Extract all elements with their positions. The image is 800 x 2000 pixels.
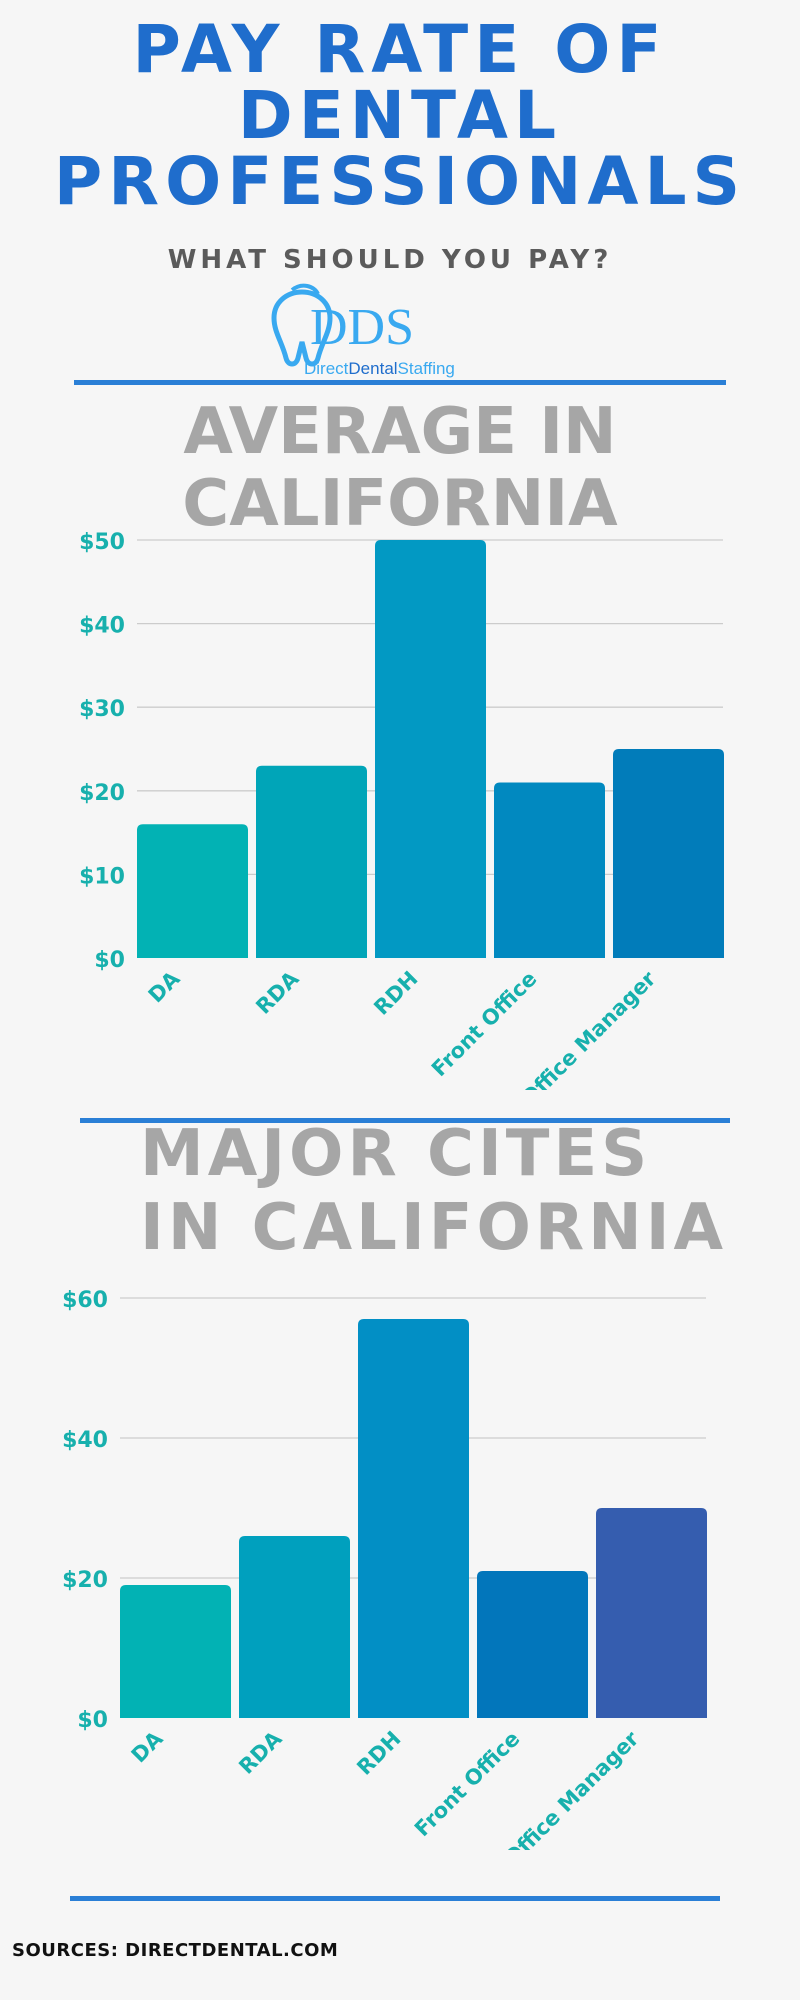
bar-office-manager bbox=[613, 749, 724, 958]
divider-top bbox=[74, 380, 726, 385]
y-tick-label: $0 bbox=[77, 1708, 108, 1733]
title-line-2: DENTAL bbox=[237, 77, 563, 154]
x-tick-label: DA bbox=[127, 1726, 168, 1767]
divider-middle bbox=[80, 1118, 730, 1123]
y-tick-label: $0 bbox=[94, 948, 125, 973]
bar-front-office bbox=[494, 782, 605, 958]
y-tick-label: $50 bbox=[79, 530, 125, 555]
x-tick-label: Front Office bbox=[427, 967, 542, 1082]
y-tick-label: $40 bbox=[79, 614, 125, 639]
y-tick-label: $40 bbox=[62, 1428, 108, 1453]
section-2-title-line-1: MAJOR CITES bbox=[140, 1117, 652, 1191]
logo-wordmark-2: Dental bbox=[348, 359, 397, 378]
bar-rda bbox=[256, 765, 367, 958]
x-tick-label: RDH bbox=[352, 1727, 405, 1780]
divider-bottom bbox=[70, 1896, 720, 1901]
section-2-title-line-2: IN CALIFORNIA bbox=[140, 1191, 728, 1265]
sources-text: SOURCES: DIRECTDENTAL.COM bbox=[12, 1940, 339, 1961]
y-tick-label: $20 bbox=[79, 781, 125, 806]
subtitle: WHAT SHOULD YOU PAY? bbox=[167, 245, 613, 275]
y-tick-label: $30 bbox=[79, 697, 125, 722]
x-tick-label: RDA bbox=[251, 966, 304, 1019]
bar-da bbox=[137, 824, 248, 958]
bar-rdh bbox=[358, 1319, 469, 1718]
bar-rdh bbox=[375, 540, 486, 958]
bar-front-office bbox=[477, 1571, 588, 1718]
logo-wordmark-1: Direct bbox=[304, 359, 349, 378]
y-tick-label: $10 bbox=[79, 864, 125, 889]
bar-da bbox=[120, 1585, 231, 1718]
x-tick-label: RDA bbox=[234, 1726, 287, 1779]
tooth-icon bbox=[271, 283, 333, 367]
y-tick-label: $20 bbox=[62, 1568, 108, 1593]
section-1-title-line-1: AVERAGE IN bbox=[183, 395, 617, 469]
logo: DDS DirectDentalStaffing bbox=[271, 283, 455, 378]
y-tick-label: $60 bbox=[62, 1288, 108, 1313]
logo-mark: DDS bbox=[310, 299, 414, 356]
x-tick-label: DA bbox=[144, 966, 185, 1007]
title-line-3: PROFESSIONALS bbox=[53, 143, 747, 220]
title-line-1: PAY RATE OF bbox=[132, 11, 668, 88]
x-tick-label: RDH bbox=[369, 967, 422, 1020]
x-tick-label: Front Office bbox=[410, 1727, 525, 1842]
bar-rda bbox=[239, 1536, 350, 1718]
logo-wordmark-3: Staffing bbox=[398, 359, 455, 378]
logo-wordmark: DirectDentalStaffing bbox=[304, 359, 455, 378]
section-1-title-line-2: CALIFORNIA bbox=[182, 467, 618, 541]
bar-office-manager bbox=[596, 1508, 707, 1718]
